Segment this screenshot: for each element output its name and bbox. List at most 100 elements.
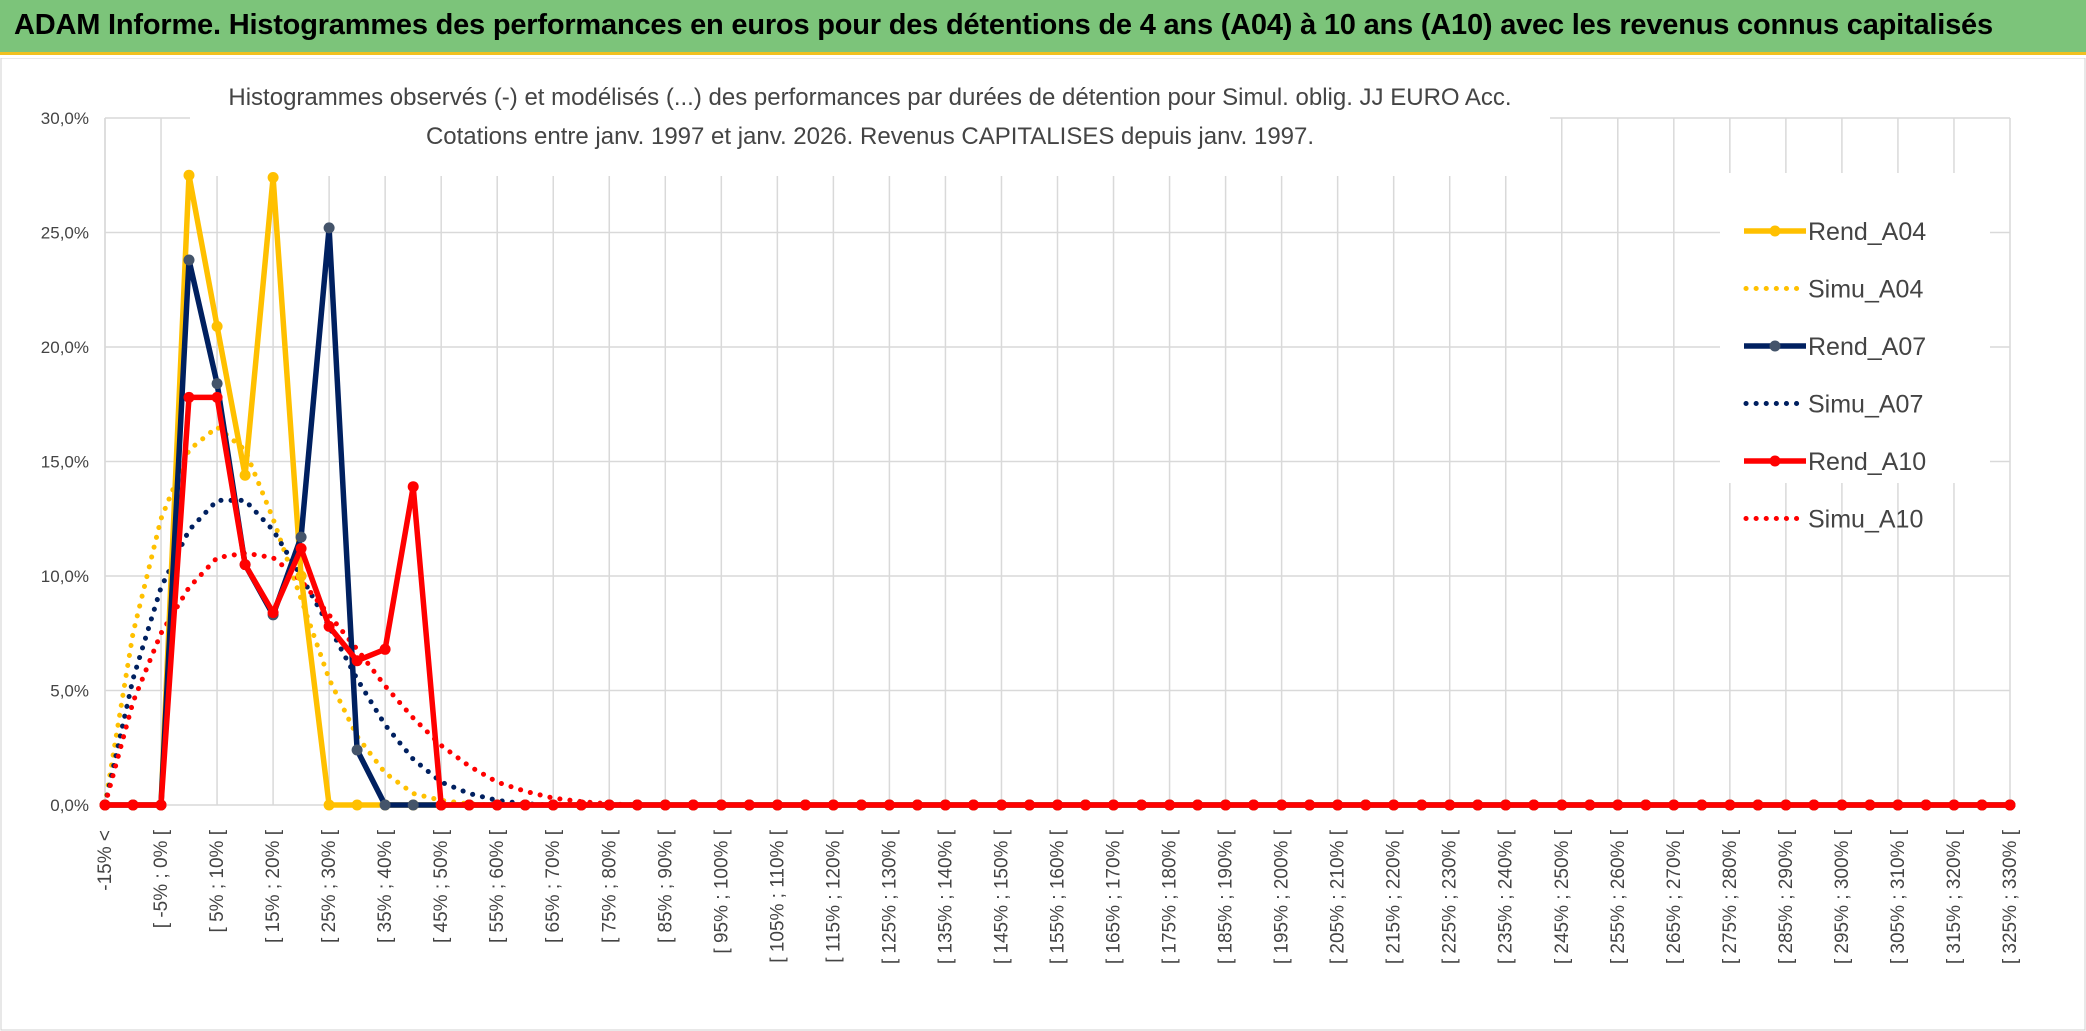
data-point	[239, 559, 251, 571]
data-point	[1444, 799, 1456, 811]
data-point	[1668, 799, 1680, 811]
data-point	[491, 799, 503, 811]
data-point	[155, 799, 167, 811]
data-point	[1220, 799, 1232, 811]
data-point	[1360, 799, 1372, 811]
data-point	[1136, 799, 1147, 811]
legend-label: Simu_A10	[1808, 506, 1923, 534]
data-point	[1556, 799, 1568, 811]
data-point	[379, 643, 391, 655]
histogram-chart: 0,0% 5,0% 10,0% 15,0% 20,0% 25,0% 30,0% -15% <…	[0, 58, 2086, 1031]
x-tick-label: [ 115% ; 120% [	[823, 829, 844, 962]
y-tick-label: 20,0%	[41, 338, 89, 357]
data-point	[939, 799, 951, 811]
data-point	[1836, 799, 1848, 811]
data-point	[1920, 799, 1932, 811]
legend-label: Simu_A07	[1808, 391, 1923, 419]
data-point	[799, 799, 811, 811]
data-point	[771, 799, 783, 811]
data-point	[407, 481, 419, 493]
x-tick-label: -15% <	[95, 830, 116, 891]
x-tick-label: [ 75% ; 80% [	[599, 829, 620, 943]
x-tick-label: [ 15% ; 20% [	[263, 829, 284, 943]
accent-rule-left	[0, 52, 14, 55]
legend-label: Simu_A04	[1808, 276, 1923, 304]
data-point	[1752, 799, 1764, 811]
x-tick-label: [ 125% ; 130% [	[879, 829, 900, 964]
data-point	[575, 799, 587, 811]
data-point	[715, 799, 727, 811]
data-point	[883, 799, 895, 811]
data-point	[267, 172, 279, 183]
x-tick-label: [ 235% ; 240% [	[1496, 829, 1517, 964]
data-point	[211, 378, 223, 390]
data-point	[659, 799, 671, 811]
x-tick-label: [ 35% ; 40% [	[375, 829, 396, 943]
y-tick-label: 10,0%	[41, 567, 89, 586]
data-point	[267, 607, 279, 619]
legend-item-simu-a10: Simu_A10	[1743, 506, 1923, 534]
data-point	[1080, 799, 1091, 811]
legend-marker	[1769, 340, 1781, 352]
x-tick-label: [ 85% ; 90% [	[655, 829, 676, 943]
x-tick-label: [ 325% ; 330% [	[2000, 829, 2021, 964]
data-point	[631, 799, 643, 811]
x-axis-ticks: -15% < [ -5% ; 0% [[ 5% ; 10% [[ 15% ; 20…	[95, 829, 2021, 964]
x-tick-label: [ 305% ; 310% [	[1888, 829, 1909, 964]
data-point	[968, 799, 979, 811]
data-point	[1864, 799, 1876, 811]
data-point	[687, 799, 699, 811]
data-point	[996, 799, 1007, 811]
data-point	[239, 469, 251, 481]
data-point	[435, 799, 447, 811]
x-tick-label: [ 225% ; 230% [	[1440, 829, 1461, 964]
y-tick-label: 25,0%	[41, 224, 89, 243]
x-tick-label: [ 255% ; 260% [	[1608, 829, 1629, 964]
data-point	[183, 391, 195, 403]
legend-marker	[1769, 225, 1781, 237]
report-title: ADAM Informe. Histogrammes des performan…	[14, 9, 1993, 41]
series-lines	[99, 169, 2016, 811]
x-tick-label: [ 285% ; 290% [	[1776, 829, 1797, 964]
x-tick-label: [ 135% ; 140% [	[935, 829, 956, 964]
data-point	[295, 543, 307, 554]
x-tick-label: [ 185% ; 190% [	[1216, 829, 1237, 964]
y-tick-label: 0,0%	[50, 796, 89, 815]
data-point	[1780, 799, 1792, 811]
data-point	[911, 799, 923, 811]
x-tick-label: [ -5% ; 0% [	[151, 829, 172, 928]
x-tick-label: [ 175% ; 180% [	[1160, 829, 1181, 964]
data-point	[183, 169, 195, 181]
x-tick-label: [ 55% ; 60% [	[487, 829, 508, 943]
report-banner: ADAM Informe. Histogrammes des performan…	[0, 0, 2086, 55]
legend-item-rend-a07: Rend_A07	[1744, 333, 1926, 361]
x-tick-label: [ 275% ; 280% [	[1720, 829, 1741, 964]
data-point	[1584, 799, 1596, 811]
data-point	[211, 320, 223, 332]
data-point	[1528, 799, 1540, 811]
data-point	[99, 799, 111, 811]
data-point	[1052, 799, 1063, 811]
data-point	[827, 799, 839, 811]
data-point	[743, 799, 755, 811]
data-point	[603, 799, 615, 811]
data-point	[1248, 799, 1260, 811]
chart-subtitle: Cotations entre janv. 1997 et janv. 2026…	[426, 123, 1314, 150]
data-point	[295, 531, 307, 543]
x-tick-label: [ 95% ; 100% [	[711, 829, 732, 953]
y-axis-ticks: 0,0% 5,0% 10,0% 15,0% 20,0% 25,0% 30,0%	[41, 109, 89, 815]
legend-label: Rend_A10	[1808, 448, 1926, 476]
x-tick-label: [ 25% ; 30% [	[319, 829, 340, 943]
data-point	[1024, 799, 1035, 811]
gridlines	[104, 117, 2011, 806]
series-rend-a10	[99, 391, 2016, 811]
x-tick-label: [ 105% ; 110% [	[767, 829, 788, 962]
data-point	[2004, 799, 2016, 811]
data-point	[1276, 799, 1288, 811]
accent-rule-right	[2072, 52, 2086, 55]
x-tick-label: [ 145% ; 150% [	[991, 829, 1012, 964]
data-point	[855, 799, 867, 811]
data-point	[1808, 799, 1820, 811]
data-point	[379, 799, 391, 811]
